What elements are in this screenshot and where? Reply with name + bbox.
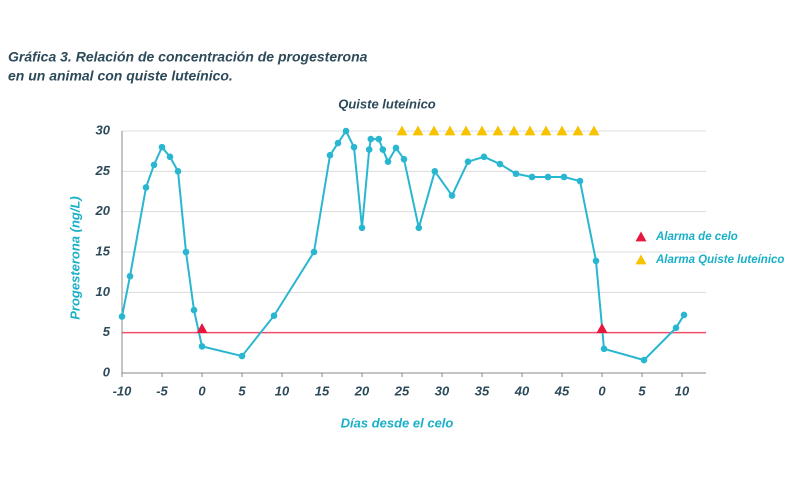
chart-subtitle: Quiste luteínico: [338, 96, 436, 111]
x-tick-label: 25: [394, 383, 410, 398]
data-point: [166, 153, 174, 161]
chart-title: en un animal con quiste luteínico.: [8, 68, 233, 84]
data-line: [121, 128, 685, 362]
y-tick-label: 10: [96, 284, 111, 299]
data-point: [350, 143, 358, 151]
x-tick-label: 35: [475, 383, 490, 398]
x-tick-label: -10: [113, 383, 133, 398]
alarm-marker: [196, 323, 208, 334]
x-tick-label: -5: [156, 383, 168, 398]
x-tick-label: 10: [275, 383, 290, 398]
data-point: [342, 127, 350, 135]
data-point: [379, 146, 387, 153]
x-tick-label: 10: [675, 383, 690, 398]
data-point: [358, 224, 366, 232]
alarm-marker: [572, 125, 584, 136]
y-tick-label: 20: [95, 203, 111, 218]
data-point: [384, 158, 392, 165]
alarm-marker: [428, 125, 440, 136]
alarm-marker: [444, 125, 456, 136]
alarm-marker: [524, 125, 536, 136]
x-tick-label: 45: [554, 383, 570, 398]
data-point: [310, 248, 318, 256]
data-point: [560, 173, 568, 181]
x-tick-label: 40: [514, 383, 530, 398]
legend-swatch: [635, 254, 647, 265]
data-point: [118, 313, 126, 320]
x-tick-label: 5: [638, 383, 646, 398]
data-point: [392, 144, 400, 152]
y-tick-label: 0: [103, 364, 111, 379]
alarm-marker: [476, 125, 488, 136]
alarm-marker: [412, 125, 424, 136]
data-point: [142, 184, 150, 191]
data-point: [126, 272, 134, 280]
x-tick-label: 0: [198, 383, 206, 398]
data-point: [592, 257, 600, 265]
x-tick-label: 20: [354, 383, 370, 398]
data-point: [496, 160, 504, 168]
alarm-marker: [492, 125, 504, 136]
x-tick-label: 15: [315, 383, 330, 398]
alarm-marker: [556, 125, 568, 136]
legend-label: Alarma de celo: [655, 231, 738, 243]
data-point: [544, 173, 552, 181]
data-point: [365, 146, 373, 153]
data-point: [238, 352, 246, 360]
alarm-marker: [588, 125, 600, 136]
y-axis-label: Progesterona (ng/L): [67, 196, 82, 320]
y-tick-label: 5: [103, 324, 111, 339]
data-point: [431, 168, 439, 175]
data-point: [448, 192, 456, 199]
data-point: [150, 161, 158, 169]
y-tick-label: 30: [96, 122, 111, 137]
data-point: [190, 306, 198, 314]
alarm-marker: [596, 323, 608, 334]
x-tick-label: 5: [238, 383, 246, 398]
y-tick-label: 15: [96, 243, 111, 258]
x-axis-label: Días desde el celo: [341, 415, 454, 430]
data-point: [415, 224, 423, 232]
data-point: [334, 139, 342, 147]
data-point: [326, 151, 334, 159]
data-point: [600, 345, 608, 353]
data-point: [367, 135, 375, 143]
data-point: [174, 168, 182, 175]
data-point: [672, 324, 680, 332]
alarm-marker: [396, 125, 408, 136]
alarm-marker: [540, 125, 552, 136]
data-point: [464, 158, 472, 165]
y-tick-label: 25: [95, 163, 111, 178]
data-point: [576, 177, 584, 185]
data-point: [512, 170, 520, 178]
data-point: [182, 248, 190, 256]
data-point: [270, 312, 278, 320]
chart-title: Gráfica 3. Relación de concentración de …: [8, 49, 368, 65]
alarm-marker: [460, 125, 472, 136]
x-tick-label: 30: [435, 383, 450, 398]
x-tick-label: 0: [598, 383, 606, 398]
legend-label: Alarma Quiste luteínico: [655, 254, 784, 266]
data-point: [680, 311, 688, 319]
data-point: [375, 135, 383, 143]
data-point: [198, 343, 206, 350]
data-point: [158, 143, 166, 151]
legend-swatch: [635, 231, 647, 242]
data-point: [480, 153, 488, 161]
data-point: [400, 155, 408, 163]
data-point: [528, 173, 536, 181]
data-point: [640, 356, 648, 364]
alarm-marker: [508, 125, 520, 136]
